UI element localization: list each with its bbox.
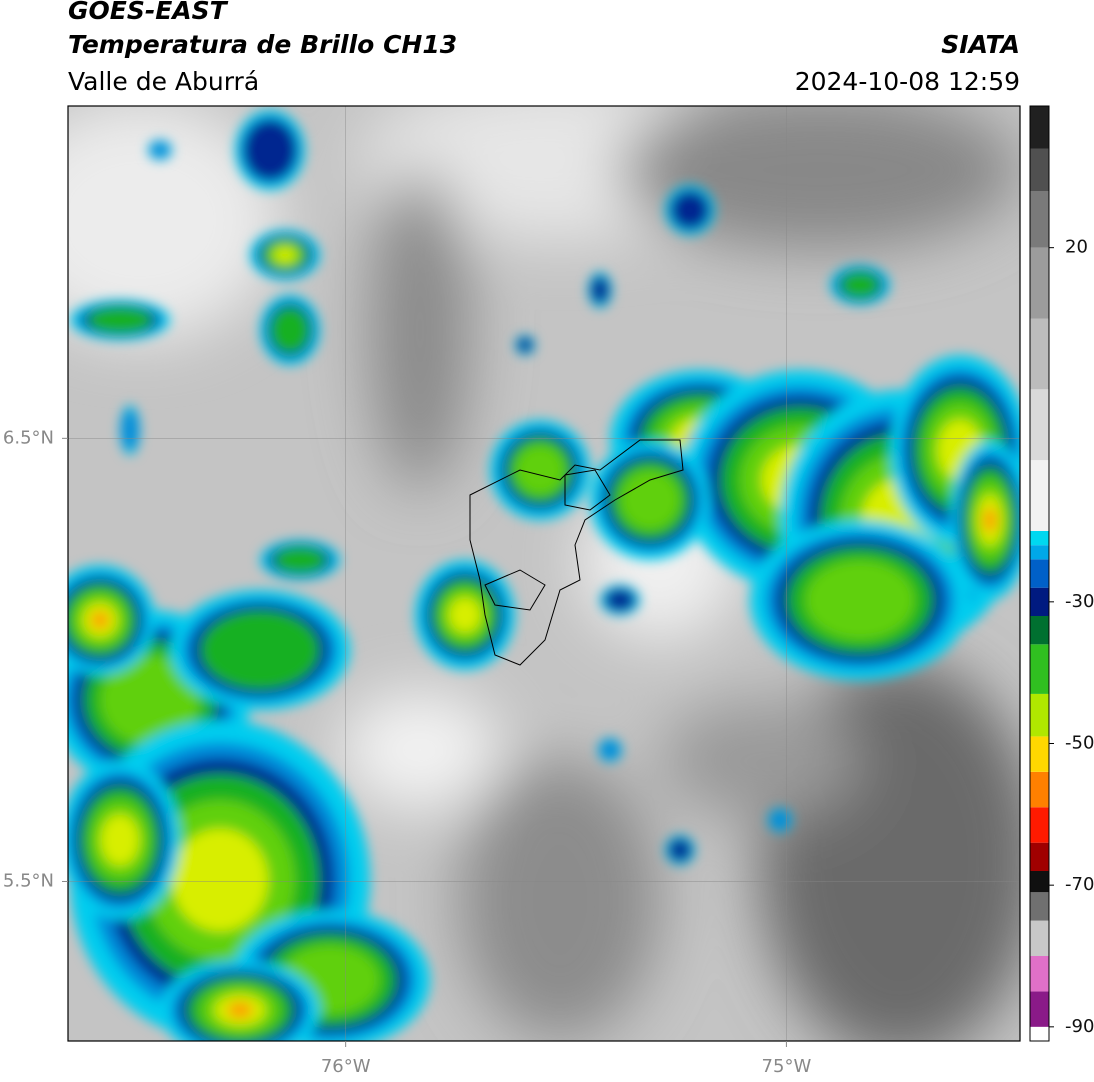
plot-frame: [67, 105, 1021, 1042]
colorbar-band: [1030, 587, 1049, 616]
source: SIATA: [941, 30, 1020, 59]
colorbar-band: [1030, 531, 1049, 546]
cloud-region: [599, 739, 621, 761]
cloud-region: [515, 445, 565, 495]
colorbar-band: [1030, 920, 1049, 956]
colorbar-band: [1030, 545, 1049, 560]
x-tick-label: 75°W: [762, 1056, 812, 1077]
y-tick-label: 6.5°N: [3, 427, 54, 448]
colorbar-band: [1030, 389, 1049, 461]
cloud-region: [983, 507, 997, 533]
cloud-region: [273, 546, 327, 574]
colorbar-tick-label: -90: [1065, 1016, 1094, 1037]
cloud-region: [590, 276, 610, 304]
cloud-region: [668, 838, 692, 862]
colorbar-band: [1030, 191, 1049, 248]
colorbar-band: [1030, 807, 1049, 843]
colorbar-band: [1030, 644, 1049, 694]
cloud-region: [449, 597, 481, 633]
cloud-region: [227, 1002, 253, 1018]
colorbar-frame: [1029, 105, 1050, 1042]
colorbar-band: [1030, 106, 1049, 149]
cloud-region: [200, 610, 320, 690]
cloud-region: [620, 470, 680, 530]
colorbar-band: [1030, 148, 1049, 191]
timestamp: 2024-10-08 12:59: [795, 67, 1020, 96]
subtitle: Temperatura de Brillo CH13: [68, 30, 457, 59]
colorbar-tick-label: -30: [1065, 591, 1094, 612]
colorbar-tick-label: 20: [1065, 237, 1088, 258]
cloud-region: [273, 247, 297, 263]
cloud-region: [769, 809, 791, 831]
colorbar-band: [1030, 247, 1049, 319]
colorbar-band: [1030, 991, 1049, 1027]
cloud-region: [100, 655, 200, 745]
satellite-imagery: [68, 106, 1020, 1041]
colorbar-band: [1030, 1026, 1049, 1041]
cloud-region: [805, 560, 915, 640]
x-tick-label: 76°W: [321, 1056, 371, 1077]
cloud-region: [100, 814, 140, 866]
colorbar: [1030, 106, 1049, 1041]
colorbar-band: [1030, 559, 1049, 588]
cloud-region: [87, 306, 153, 334]
colorbar-tick-label: -70: [1065, 874, 1094, 895]
colorbar-band: [1030, 771, 1049, 808]
grid: [68, 106, 1020, 1041]
colorbar-band: [1030, 318, 1049, 390]
cloud-region: [91, 611, 109, 629]
region: Valle de Aburrá: [68, 67, 259, 96]
colorbar-band: [1030, 956, 1049, 992]
cloud-region: [149, 141, 171, 159]
cloud-region: [604, 588, 636, 612]
colorbar-band: [1030, 460, 1049, 531]
colorbar-tick-label: -50: [1065, 733, 1094, 754]
title: GOES-EAST: [68, 0, 229, 25]
cloud-region: [121, 408, 139, 452]
cloud-region: [270, 306, 310, 354]
cloud-region: [517, 337, 533, 353]
cloud-region: [840, 271, 880, 299]
colorbar-band: [1030, 842, 1049, 871]
cloud-region: [172, 828, 268, 932]
colorbar-band: [1030, 693, 1049, 737]
colorbar-band: [1030, 892, 1049, 921]
cloud-region: [243, 119, 297, 181]
colorbar-band: [1030, 736, 1049, 772]
valley-boundary: [469, 439, 684, 666]
colorbar-band: [1030, 871, 1049, 893]
cloud-region: [671, 191, 709, 229]
colorbar-band: [1030, 616, 1049, 645]
y-tick-label: 5.5°N: [3, 870, 54, 891]
